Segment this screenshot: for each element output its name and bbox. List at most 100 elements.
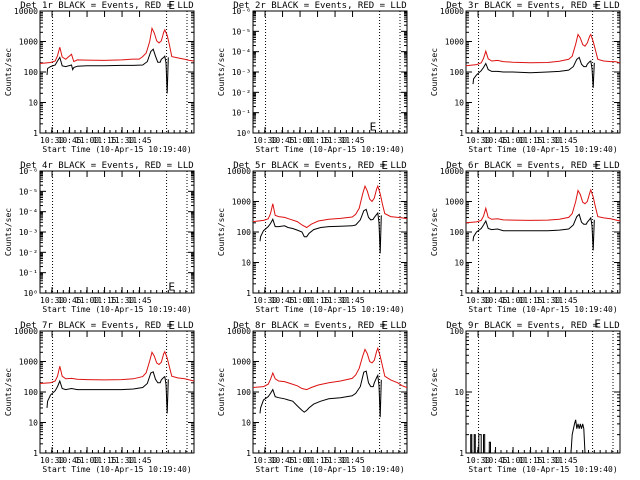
ytick-label: 100: [24, 68, 39, 77]
panel-2: Det 2r BLACK = Events, RED = LLD 10⁰ 10⁻¹ 1…: [217, 1, 408, 154]
xtick-label: 10:45: [58, 136, 82, 145]
xtick-label: 11:30: [536, 136, 560, 145]
xtick-label: 11:30: [536, 296, 560, 305]
x-axis-title: Start Time (10-Apr-15 10:19:40): [255, 305, 404, 314]
marker-e: E: [594, 159, 601, 172]
xtick-label: 11:00: [288, 456, 312, 465]
ytick-label: 1: [246, 449, 251, 458]
ytick-label: 10000: [14, 7, 38, 16]
ytick-label: 10: [28, 419, 38, 428]
ytick-label: 10000: [440, 7, 464, 16]
xtick-label: 10:45: [271, 296, 295, 305]
ytick-label: 10: [454, 388, 464, 397]
y-axis-title: Counts/sec: [430, 368, 439, 416]
xtick-label: 10:30: [40, 136, 64, 145]
ytick-label: 10000: [440, 167, 464, 176]
panel-8: Det 8r BLACK = Events, RED = LLD 1 10 100 10…: [217, 319, 408, 474]
ytick-label: 100: [24, 388, 39, 397]
ytick-label: 10: [454, 99, 464, 108]
xtick-label: 11:45: [554, 456, 578, 465]
ytick-label: 10⁻⁴: [19, 208, 38, 217]
xtick-label: 11:15: [93, 296, 117, 305]
series-black-line: [46, 371, 169, 414]
xtick-label: 10:30: [253, 136, 277, 145]
panel-title: Det 9r BLACK = Events, RED = LLD: [446, 321, 619, 331]
x-axis-title: Start Time (10-Apr-15 10:19:40): [255, 145, 404, 154]
ytick-label: 10⁻²: [19, 248, 38, 257]
xtick-label: 11:15: [306, 456, 330, 465]
series-black-line: [46, 48, 169, 94]
xtick-label: 11:15: [306, 296, 330, 305]
marker-e: E: [370, 121, 377, 134]
series-black-line: [259, 370, 382, 418]
xtick-label: 11:00: [75, 296, 99, 305]
ytick-label: 10: [28, 99, 38, 108]
panel-3: Det 3r BLACK = Events, RED = LLD 1 10 100 10…: [430, 0, 621, 154]
panel-title: Det 7r BLACK = Events, RED = LLD: [20, 321, 193, 331]
panel-7: Det 7r BLACK = Events, RED = LLD 1 10 100 10…: [4, 319, 195, 474]
xtick-label: 10:45: [271, 456, 295, 465]
xtick-label: 10:30: [466, 296, 490, 305]
ytick-label: 1000: [445, 198, 464, 207]
ytick-label: 10⁻³: [19, 228, 38, 237]
xtick-label: 11:15: [519, 296, 543, 305]
ytick-label: 1000: [19, 358, 38, 367]
xtick-label: 11:30: [110, 136, 134, 145]
marker-e: E: [594, 317, 601, 330]
series-black-line: [259, 208, 382, 254]
marker-e: E: [594, 0, 601, 12]
y-axis-title: Counts/sec: [430, 48, 439, 96]
ytick-label: 10000: [14, 327, 38, 336]
xtick-label: 10:30: [253, 456, 277, 465]
ytick-label: 10⁻¹: [19, 269, 38, 278]
series-red-line: [39, 350, 195, 384]
y-axis-title: Counts/sec: [430, 208, 439, 256]
xtick-label: 11:00: [501, 456, 525, 465]
xtick-label: 10:30: [40, 456, 64, 465]
ytick-label: 10⁻⁵: [232, 27, 251, 36]
ytick-label: 10000: [227, 167, 251, 176]
series-red-line: [465, 188, 621, 224]
ytick-label: 1: [459, 449, 464, 458]
panel-title: Det 4r BLACK = Events, RED = LLD: [20, 161, 193, 171]
xtick-label: 11:15: [93, 136, 117, 145]
ytick-label: 1: [459, 289, 464, 298]
ytick-label: 100: [450, 228, 465, 237]
x-axis-title: Start Time (10-Apr-15 10:19:40): [468, 465, 617, 474]
xtick-label: 11:15: [306, 136, 330, 145]
xtick-label: 11:45: [341, 136, 365, 145]
y-axis-title: Counts/sec: [4, 208, 13, 256]
xtick-label: 11:00: [288, 296, 312, 305]
ytick-label: 1000: [232, 358, 251, 367]
marker-e: E: [168, 319, 175, 332]
ytick-label: 10⁻⁶: [19, 167, 38, 176]
panel-title: Det 3r BLACK = Events, RED = LLD: [446, 1, 619, 11]
xtick-label: 11:00: [501, 296, 525, 305]
x-axis-title: Start Time (10-Apr-15 10:19:40): [468, 145, 617, 154]
ytick-label: 10⁰: [237, 129, 251, 138]
ytick-label: 100: [450, 327, 465, 336]
marker-e: E: [168, 281, 175, 294]
series-red-line: [252, 346, 408, 391]
panel-title: Det 1r BLACK = Events, RED = LLD: [20, 1, 193, 11]
ytick-label: 1: [459, 129, 464, 138]
y-axis-title: Counts/sec: [4, 368, 13, 416]
xtick-label: 10:45: [271, 136, 295, 145]
x-axis-title: Start Time (10-Apr-15 10:19:40): [255, 465, 404, 474]
panel-title: Det 5r BLACK = Events, RED = LLD: [233, 161, 406, 171]
series-red-line: [39, 26, 195, 64]
xtick-label: 10:30: [466, 136, 490, 145]
panel-title: Det 6r BLACK = Events, RED = LLD: [446, 161, 619, 171]
series-black-line: [472, 56, 595, 88]
marker-e: E: [381, 159, 388, 172]
panel-4: Det 4r BLACK = Events, RED = LLD 10⁰ 10⁻¹ 1…: [4, 161, 195, 314]
xtick-label: 10:30: [40, 296, 64, 305]
marker-e: E: [381, 319, 388, 332]
xtick-label: 11:45: [128, 136, 152, 145]
xtick-label: 10:45: [484, 456, 508, 465]
series-red-line: [465, 33, 621, 67]
panel-6: Det 6r BLACK = Events, RED = LLD 1 10 100 10…: [430, 159, 621, 314]
xtick-label: 11:00: [501, 136, 525, 145]
